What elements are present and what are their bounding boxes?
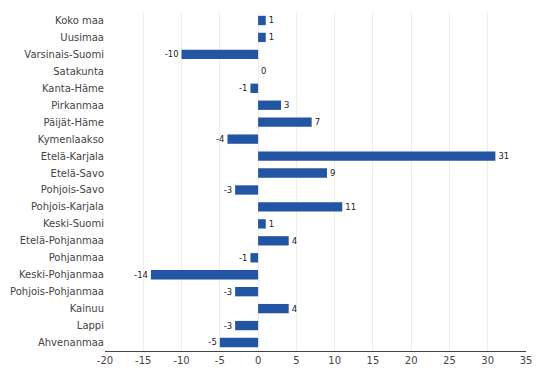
- svg-text:15: 15: [367, 355, 380, 366]
- svg-text:Pohjanmaa: Pohjanmaa: [49, 252, 104, 263]
- svg-text:Pohjois-Pohjanmaa: Pohjois-Pohjanmaa: [10, 286, 104, 297]
- svg-text:Kainuu: Kainuu: [70, 303, 104, 314]
- svg-text:Koko maa: Koko maa: [55, 15, 104, 26]
- svg-text:30: 30: [481, 355, 494, 366]
- svg-text:7: 7: [315, 117, 320, 127]
- svg-text:Etelä-Pohjanmaa: Etelä-Pohjanmaa: [20, 235, 104, 246]
- svg-text:-14: -14: [134, 270, 148, 280]
- svg-text:Etelä-Savo: Etelä-Savo: [51, 168, 104, 179]
- svg-text:-10: -10: [173, 355, 189, 366]
- svg-text:Kymenlaakso: Kymenlaakso: [38, 134, 104, 145]
- svg-text:Pirkanmaa: Pirkanmaa: [51, 100, 104, 111]
- svg-text:Lappi: Lappi: [77, 320, 104, 331]
- svg-text:-1: -1: [239, 83, 247, 93]
- svg-text:1: 1: [269, 15, 274, 25]
- svg-text:-5: -5: [208, 337, 216, 347]
- svg-text:Keski-Suomi: Keski-Suomi: [43, 218, 104, 229]
- svg-text:-1: -1: [239, 253, 247, 263]
- svg-text:5: 5: [293, 355, 299, 366]
- svg-text:Varsinais-Suomi: Varsinais-Suomi: [24, 49, 104, 60]
- svg-text:Kanta-Häme: Kanta-Häme: [42, 83, 104, 94]
- svg-text:9: 9: [330, 168, 335, 178]
- svg-text:-4: -4: [216, 134, 224, 144]
- svg-text:4: 4: [292, 236, 297, 246]
- svg-text:4: 4: [292, 304, 297, 314]
- svg-text:3: 3: [284, 100, 289, 110]
- svg-text:1: 1: [269, 219, 274, 229]
- svg-text:-15: -15: [135, 355, 151, 366]
- svg-text:25: 25: [443, 355, 456, 366]
- svg-text:-3: -3: [224, 185, 232, 195]
- svg-text:Päijät-Häme: Päijät-Häme: [44, 117, 104, 128]
- svg-text:Etelä-Karjala: Etelä-Karjala: [41, 151, 104, 162]
- svg-text:35: 35: [520, 355, 533, 366]
- svg-text:-3: -3: [224, 321, 232, 331]
- svg-text:0: 0: [255, 355, 261, 366]
- svg-text:31: 31: [498, 151, 509, 161]
- svg-text:Satakunta: Satakunta: [53, 66, 104, 77]
- svg-text:-3: -3: [224, 287, 232, 297]
- svg-text:-20: -20: [97, 355, 113, 366]
- svg-text:Keski-Pohjanmaa: Keski-Pohjanmaa: [19, 269, 104, 280]
- svg-text:Pohjois-Karjala: Pohjois-Karjala: [31, 201, 104, 212]
- svg-text:Ahvenanmaa: Ahvenanmaa: [38, 337, 104, 348]
- svg-text:0: 0: [261, 66, 266, 76]
- svg-text:-10: -10: [165, 49, 179, 59]
- svg-text:11: 11: [345, 202, 356, 212]
- svg-text:1: 1: [269, 32, 274, 42]
- svg-text:20: 20: [405, 355, 418, 366]
- svg-text:Uusimaa: Uusimaa: [60, 32, 104, 43]
- svg-text:10: 10: [328, 355, 341, 366]
- svg-text:Pohjois-Savo: Pohjois-Savo: [41, 184, 104, 195]
- svg-text:-5: -5: [215, 355, 225, 366]
